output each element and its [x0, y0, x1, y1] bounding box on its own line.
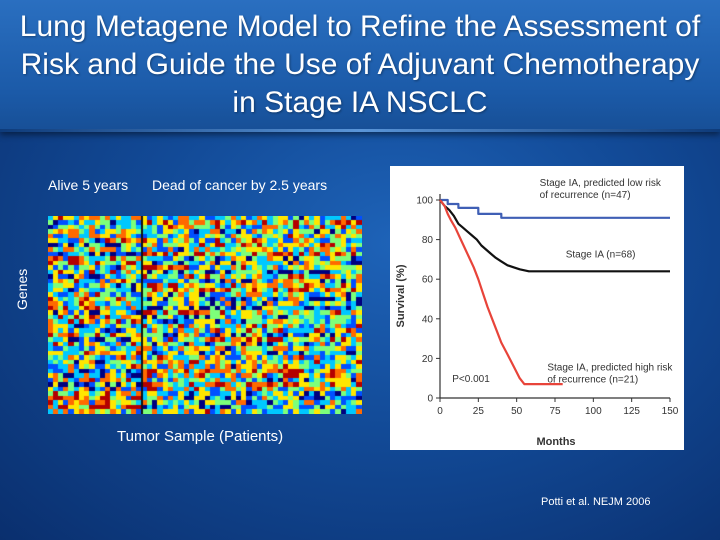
x-tick-label: 100 [585, 406, 602, 417]
kaplan-meier-survival-chart: 0 20 40 60 80 100 0 25 50 75 100 125 150 Stage IA, p… [390, 166, 684, 450]
y-axis-label: Survival (%) [395, 264, 407, 327]
gene-expression-heatmap [48, 216, 362, 414]
x-axis-label: Months [536, 436, 575, 448]
y-tick-label: 20 [422, 354, 434, 365]
series-line-2 [439, 199, 670, 273]
y-tick-label: 60 [422, 275, 434, 286]
series-label-1: Stage IA, predicted low risk [540, 178, 662, 189]
series-label-1: of recurrence (n=47) [540, 190, 631, 201]
heatmap-group-alive-label: Alive 5 years [48, 177, 129, 193]
x-tick-label: 75 [549, 406, 561, 417]
p-value-annotation: P<0.001 [452, 374, 490, 385]
title-band [0, 0, 720, 132]
series-line-3 [439, 199, 563, 386]
citation: Potti et al. NEJM 2006 [541, 496, 651, 508]
x-tick-label: 0 [437, 406, 443, 417]
slide-title: Lung Metagene Model to Refine the Assess… [19, 10, 701, 119]
y-tick-label: 100 [416, 196, 433, 207]
x-tick-label: 150 [662, 406, 679, 417]
y-tick-label: 80 [422, 235, 434, 246]
y-tick-label: 0 [427, 394, 433, 405]
x-tick-label: 25 [473, 406, 485, 417]
series-line-1 [440, 198, 670, 219]
chart-background [390, 166, 684, 450]
x-tick-label: 125 [623, 406, 640, 417]
heatmap-x-axis-label: Tumor Sample (Patients) [117, 428, 284, 445]
heatmap-y-axis-label: Genes [14, 268, 30, 310]
series-label-3: Stage IA, predicted high risk [547, 362, 673, 373]
y-tick-label: 40 [422, 314, 434, 325]
heatmap-group-dead-label: Dead of cancer by 2.5 years [152, 177, 328, 193]
x-tick-label: 50 [511, 406, 523, 417]
series-label-2: Stage IA (n=68) [566, 249, 636, 260]
series-label-3: of recurrence (n=21) [547, 374, 638, 385]
chart-series [439, 198, 670, 386]
chart-axes: 0 20 40 60 80 100 0 25 50 75 100 125 150 [416, 194, 679, 417]
